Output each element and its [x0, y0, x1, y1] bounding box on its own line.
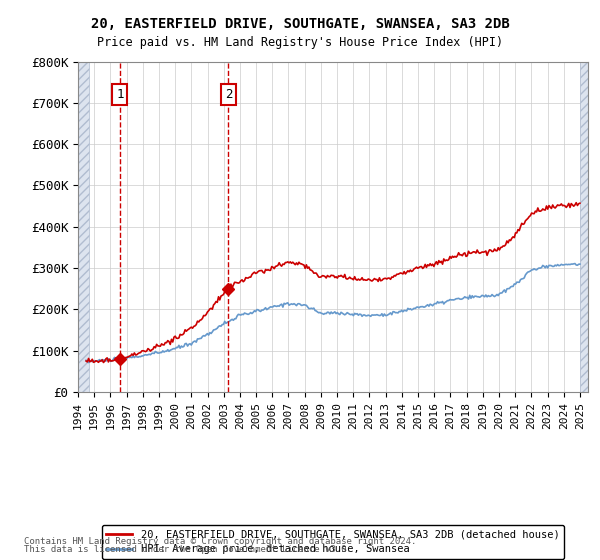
Text: 20, EASTERFIELD DRIVE, SOUTHGATE, SWANSEA, SA3 2DB: 20, EASTERFIELD DRIVE, SOUTHGATE, SWANSE… — [91, 17, 509, 31]
Text: Contains HM Land Registry data © Crown copyright and database right 2024.: Contains HM Land Registry data © Crown c… — [24, 537, 416, 546]
Text: 2: 2 — [224, 88, 232, 101]
Text: Price paid vs. HM Land Registry's House Price Index (HPI): Price paid vs. HM Land Registry's House … — [97, 36, 503, 49]
Text: 1: 1 — [116, 88, 124, 101]
Legend: 20, EASTERFIELD DRIVE, SOUTHGATE, SWANSEA, SA3 2DB (detached house), HPI: Averag: 20, EASTERFIELD DRIVE, SOUTHGATE, SWANSE… — [102, 525, 564, 558]
Text: This data is licensed under the Open Government Licence v3.0.: This data is licensed under the Open Gov… — [24, 545, 352, 554]
